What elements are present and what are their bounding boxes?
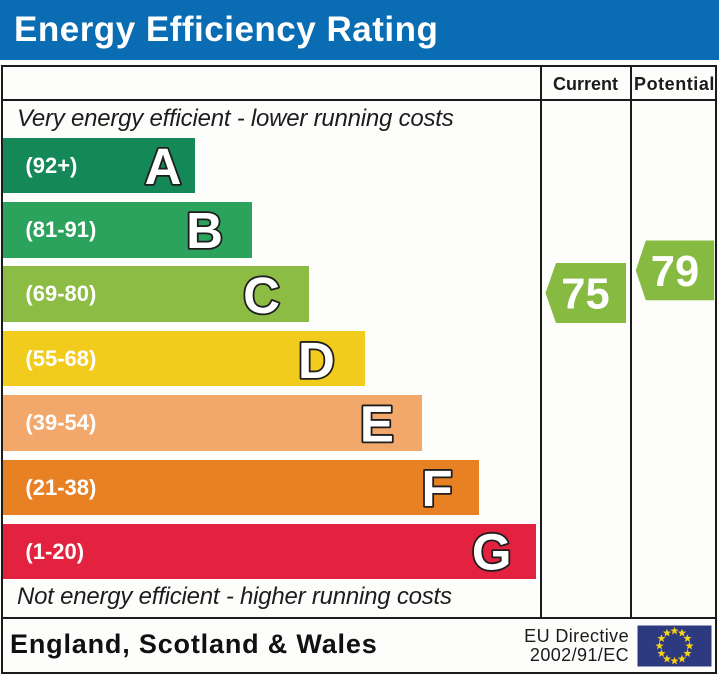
svg-text:D: D [298,332,335,389]
svg-text:C: C [243,267,280,324]
svg-text:79: 79 [651,248,699,296]
svg-text:E: E [360,396,394,453]
svg-text:F: F [422,460,453,517]
svg-text:A: A [145,138,182,195]
svg-text:75: 75 [561,271,609,319]
svg-text:G: G [472,523,512,580]
svg-text:B: B [186,202,223,259]
